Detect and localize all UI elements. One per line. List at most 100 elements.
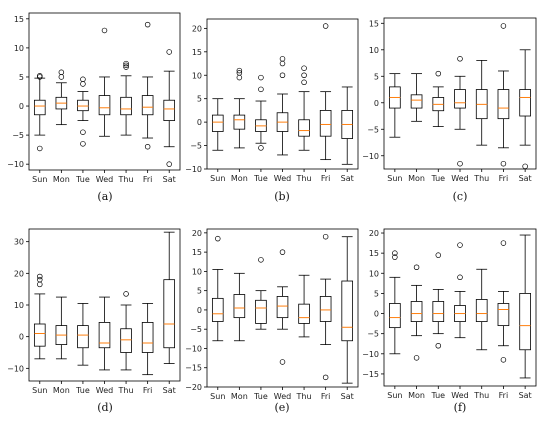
x-tick-label: Fri xyxy=(499,391,509,400)
x-tick-label: Thu xyxy=(296,392,312,401)
outlier-point xyxy=(322,233,329,240)
y-tick-label: −15 xyxy=(362,370,379,379)
outlier-point xyxy=(301,79,307,86)
outlier-point xyxy=(258,86,264,93)
outlier-point xyxy=(279,359,286,365)
x-tick-label: Mon xyxy=(231,392,248,401)
x-tick-label: Fri xyxy=(321,392,331,401)
y-tick-label: 20 xyxy=(14,269,24,278)
outlier-point xyxy=(500,240,507,246)
box-sat xyxy=(163,231,176,364)
y-tick-label: 15 xyxy=(192,48,202,57)
box-body xyxy=(120,96,132,116)
box-wed xyxy=(98,296,111,371)
box-fri xyxy=(497,240,510,363)
box-tue xyxy=(255,257,267,330)
box-body xyxy=(233,294,246,319)
outlier-point xyxy=(80,76,86,83)
box-tue xyxy=(432,252,445,349)
box-mon xyxy=(410,264,423,361)
box-body xyxy=(141,95,154,116)
box-body xyxy=(497,89,510,120)
x-tick-label: Sun xyxy=(32,175,47,184)
x-tick-label: Mon xyxy=(53,175,70,184)
outlier-point xyxy=(258,257,264,263)
y-tick-label: −10 xyxy=(7,364,24,373)
y-tick-label: 5 xyxy=(19,73,24,82)
outlier-point xyxy=(500,357,507,363)
box-tue xyxy=(255,74,267,151)
y-tick-label: 15 xyxy=(369,249,379,258)
outlier-point xyxy=(413,355,420,361)
box-fri xyxy=(497,23,510,167)
x-tick-label: Sat xyxy=(341,392,354,401)
y-tick-label: −15 xyxy=(185,364,202,373)
outlier-point xyxy=(37,281,43,288)
y-tick-label: 20 xyxy=(369,229,379,238)
box-body xyxy=(389,303,401,329)
box-body xyxy=(298,303,310,324)
y-tick-label: −10 xyxy=(185,165,202,174)
x-tick-label: Wed xyxy=(96,386,113,395)
box-wed xyxy=(276,249,289,365)
outlier-point xyxy=(80,129,86,135)
outlier-point xyxy=(80,81,86,87)
box-wed xyxy=(276,56,289,156)
box-thu xyxy=(298,274,310,338)
box-thu xyxy=(298,65,310,151)
box-mon xyxy=(55,296,68,360)
box-body xyxy=(298,119,310,137)
y-tick-label: 10 xyxy=(369,269,379,278)
x-tick-label: Tue xyxy=(253,392,268,401)
x-tick-label: Fri xyxy=(499,174,509,183)
x-tick-label: Wed xyxy=(274,392,291,401)
box-sat xyxy=(341,86,354,165)
x-tick-label: Sat xyxy=(519,391,532,400)
box-fri xyxy=(141,303,154,376)
box-mon xyxy=(233,67,246,149)
box-body xyxy=(475,299,488,322)
box-wed xyxy=(454,56,466,167)
outlier-point xyxy=(457,242,463,248)
x-tick-label: Thu xyxy=(296,174,312,183)
x-tick-label: Tue xyxy=(75,175,90,184)
panel-b: −10 −5 0 5 10 15 20 Sun Mon Tue Wed Thu Fri Sat (b) xyxy=(185,18,359,203)
y-tick-label: 5 xyxy=(197,287,202,296)
box-sat xyxy=(519,234,531,379)
box-sat xyxy=(341,236,354,384)
x-tick-label: Sat xyxy=(163,386,176,395)
x-tick-label: Wed xyxy=(96,175,113,184)
box-body xyxy=(33,99,46,116)
box-sat xyxy=(519,49,531,170)
box-sun xyxy=(389,250,401,355)
x-tick-label: Thu xyxy=(473,391,489,400)
box-thu xyxy=(120,291,132,371)
x-tick-label: Mon xyxy=(231,174,248,183)
outlier-point xyxy=(457,274,463,281)
plot-frame xyxy=(383,228,537,387)
x-tick-label: Mon xyxy=(408,391,425,400)
y-tick-label: 30 xyxy=(14,238,24,247)
outlier-point xyxy=(236,74,243,81)
box-body xyxy=(33,323,46,347)
x-tick-label: Thu xyxy=(118,386,134,395)
y-tick-label: 5 xyxy=(197,95,202,104)
outlier-point xyxy=(435,252,442,258)
box-body xyxy=(319,110,332,137)
box-fri xyxy=(319,233,332,381)
x-tick-label: Fri xyxy=(321,174,331,183)
outlier-point xyxy=(58,69,65,76)
outlier-point xyxy=(279,60,286,67)
box-body xyxy=(319,296,332,322)
panel-f: −15 −10 −5 0 5 10 15 20 Sun Mon Tue Wed Thu Fri Sat (f) xyxy=(362,228,537,414)
box-tue xyxy=(77,303,89,366)
y-tick-label: 15 xyxy=(369,19,379,28)
outlier-point xyxy=(123,291,129,297)
box-sun xyxy=(211,98,224,151)
x-tick-label: Tue xyxy=(430,174,445,183)
box-wed xyxy=(98,27,111,137)
outlier-point xyxy=(236,70,243,76)
outlier-point xyxy=(215,235,221,242)
x-tick-label: Tue xyxy=(253,174,268,183)
outlier-point xyxy=(435,342,442,349)
